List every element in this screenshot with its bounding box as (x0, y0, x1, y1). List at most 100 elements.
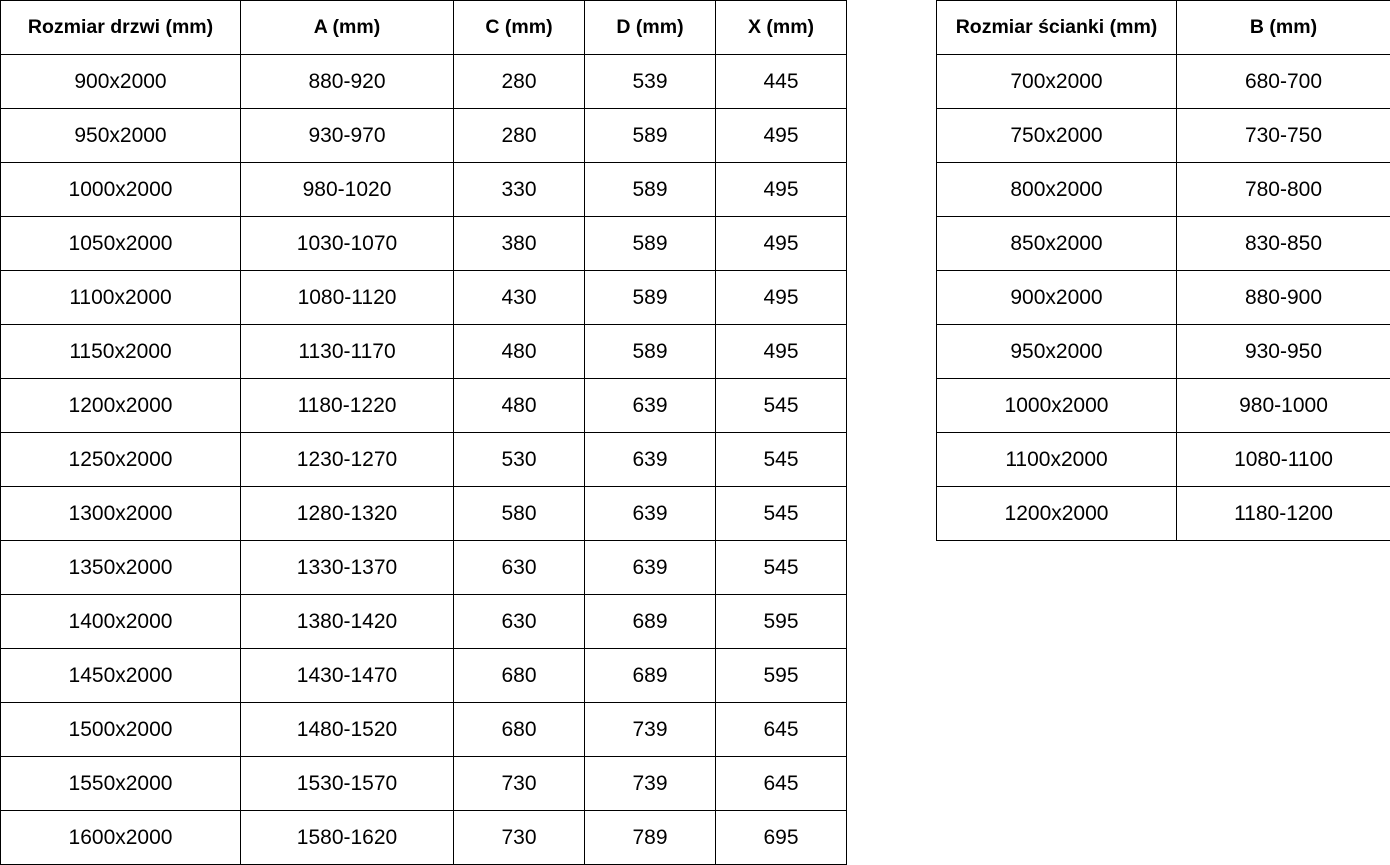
table-cell: 1100x2000 (0, 270, 241, 325)
table-cell: 545 (715, 540, 847, 595)
table-row: 1550x2000 1530-1570 730 739 645 (0, 756, 847, 811)
table-cell: 1500x2000 (0, 702, 241, 757)
table-cell: 445 (715, 54, 847, 109)
table-cell: 280 (453, 108, 585, 163)
table-cell: 1130-1170 (240, 324, 454, 379)
table-cell: 545 (715, 432, 847, 487)
table-cell: 900x2000 (0, 54, 241, 109)
header-row: Rozmiar ścianki (mm) B (mm) (936, 0, 1390, 55)
table-row: 1100x2000 1080-1120 430 589 495 (0, 270, 847, 325)
table-cell: 589 (584, 162, 716, 217)
table-row: 700x2000 680-700 (936, 54, 1390, 109)
table-cell: 380 (453, 216, 585, 271)
table-cell: 589 (584, 216, 716, 271)
column-header: A (mm) (240, 0, 454, 55)
table-cell: 680 (453, 648, 585, 703)
table-cell: 830-850 (1176, 216, 1390, 271)
table-cell: 480 (453, 324, 585, 379)
table-row: 1400x2000 1380-1420 630 689 595 (0, 594, 847, 649)
table-cell: 730-750 (1176, 108, 1390, 163)
table-cell: 730 (453, 756, 585, 811)
table-cell: 580 (453, 486, 585, 541)
table-row: 1050x2000 1030-1070 380 589 495 (0, 216, 847, 271)
table-cell: 739 (584, 756, 716, 811)
table-cell: 739 (584, 702, 716, 757)
table-row: 1200x2000 1180-1200 (936, 486, 1390, 541)
table-cell: 689 (584, 594, 716, 649)
table-row: 1150x2000 1130-1170 480 589 495 (0, 324, 847, 379)
table-cell: 700x2000 (936, 54, 1177, 109)
wall-size-table: Rozmiar ścianki (mm) B (mm) 700x2000 680-7… (936, 0, 1390, 541)
column-header: D (mm) (584, 0, 716, 55)
table-cell: 1150x2000 (0, 324, 241, 379)
table-cell: 1250x2000 (0, 432, 241, 487)
table-row: 750x2000 730-750 (936, 108, 1390, 163)
table-cell: 495 (715, 108, 847, 163)
table-cell: 589 (584, 270, 716, 325)
table-cell: 1300x2000 (0, 486, 241, 541)
table-cell: 1350x2000 (0, 540, 241, 595)
table-cell: 645 (715, 702, 847, 757)
table-cell: 780-800 (1176, 162, 1390, 217)
table-row: 1450x2000 1430-1470 680 689 595 (0, 648, 847, 703)
column-header: Rozmiar drzwi (mm) (0, 0, 241, 55)
table-cell: 850x2000 (936, 216, 1177, 271)
table-cell: 930-950 (1176, 324, 1390, 379)
table-cell: 689 (584, 648, 716, 703)
table-cell: 1100x2000 (936, 432, 1177, 487)
table-row: 950x2000 930-970 280 589 495 (0, 108, 847, 163)
table-cell: 1200x2000 (936, 486, 1177, 541)
table-cell: 1200x2000 (0, 378, 241, 433)
table-cell: 330 (453, 162, 585, 217)
table-cell: 680-700 (1176, 54, 1390, 109)
table-cell: 589 (584, 324, 716, 379)
table-cell: 495 (715, 324, 847, 379)
table-row: 1200x2000 1180-1220 480 639 545 (0, 378, 847, 433)
table-cell: 639 (584, 540, 716, 595)
table-cell: 1480-1520 (240, 702, 454, 757)
table-cell: 1030-1070 (240, 216, 454, 271)
table-cell: 630 (453, 540, 585, 595)
table-row: 1000x2000 980-1000 (936, 378, 1390, 433)
table-cell: 1330-1370 (240, 540, 454, 595)
table-cell: 1000x2000 (0, 162, 241, 217)
table-cell: 695 (715, 810, 847, 865)
table-cell: 730 (453, 810, 585, 865)
table-row: 800x2000 780-800 (936, 162, 1390, 217)
table-cell: 639 (584, 432, 716, 487)
table-cell: 539 (584, 54, 716, 109)
table-cell: 950x2000 (0, 108, 241, 163)
column-header: Rozmiar ścianki (mm) (936, 0, 1177, 55)
table-cell: 1080-1100 (1176, 432, 1390, 487)
table-cell: 900x2000 (936, 270, 1177, 325)
table-cell: 680 (453, 702, 585, 757)
header-row: Rozmiar drzwi (mm) A (mm) C (mm) D (mm) X (m… (0, 0, 847, 55)
table-row: 850x2000 830-850 (936, 216, 1390, 271)
table-row: 1000x2000 980-1020 330 589 495 (0, 162, 847, 217)
table-cell: 495 (715, 216, 847, 271)
table-row: 1100x2000 1080-1100 (936, 432, 1390, 487)
table-cell: 480 (453, 378, 585, 433)
table-row: 1600x2000 1580-1620 730 789 695 (0, 810, 847, 865)
table-cell: 530 (453, 432, 585, 487)
table-row: 1500x2000 1480-1520 680 739 645 (0, 702, 847, 757)
table-cell: 800x2000 (936, 162, 1177, 217)
column-header: X (mm) (715, 0, 847, 55)
table-cell: 1450x2000 (0, 648, 241, 703)
table-cell: 789 (584, 810, 716, 865)
door-size-table: Rozmiar drzwi (mm) A (mm) C (mm) D (mm) X (m… (0, 0, 847, 865)
table-cell: 545 (715, 486, 847, 541)
table-cell: 545 (715, 378, 847, 433)
table-cell: 630 (453, 594, 585, 649)
table-row: 900x2000 880-900 (936, 270, 1390, 325)
table-cell: 1000x2000 (936, 378, 1177, 433)
column-header: C (mm) (453, 0, 585, 55)
table-cell: 1380-1420 (240, 594, 454, 649)
column-header: B (mm) (1176, 0, 1390, 55)
table-cell: 1530-1570 (240, 756, 454, 811)
table-cell: 639 (584, 378, 716, 433)
table-row: 1300x2000 1280-1320 580 639 545 (0, 486, 847, 541)
table-cell: 595 (715, 594, 847, 649)
table-cell: 930-970 (240, 108, 454, 163)
table-cell: 980-1000 (1176, 378, 1390, 433)
